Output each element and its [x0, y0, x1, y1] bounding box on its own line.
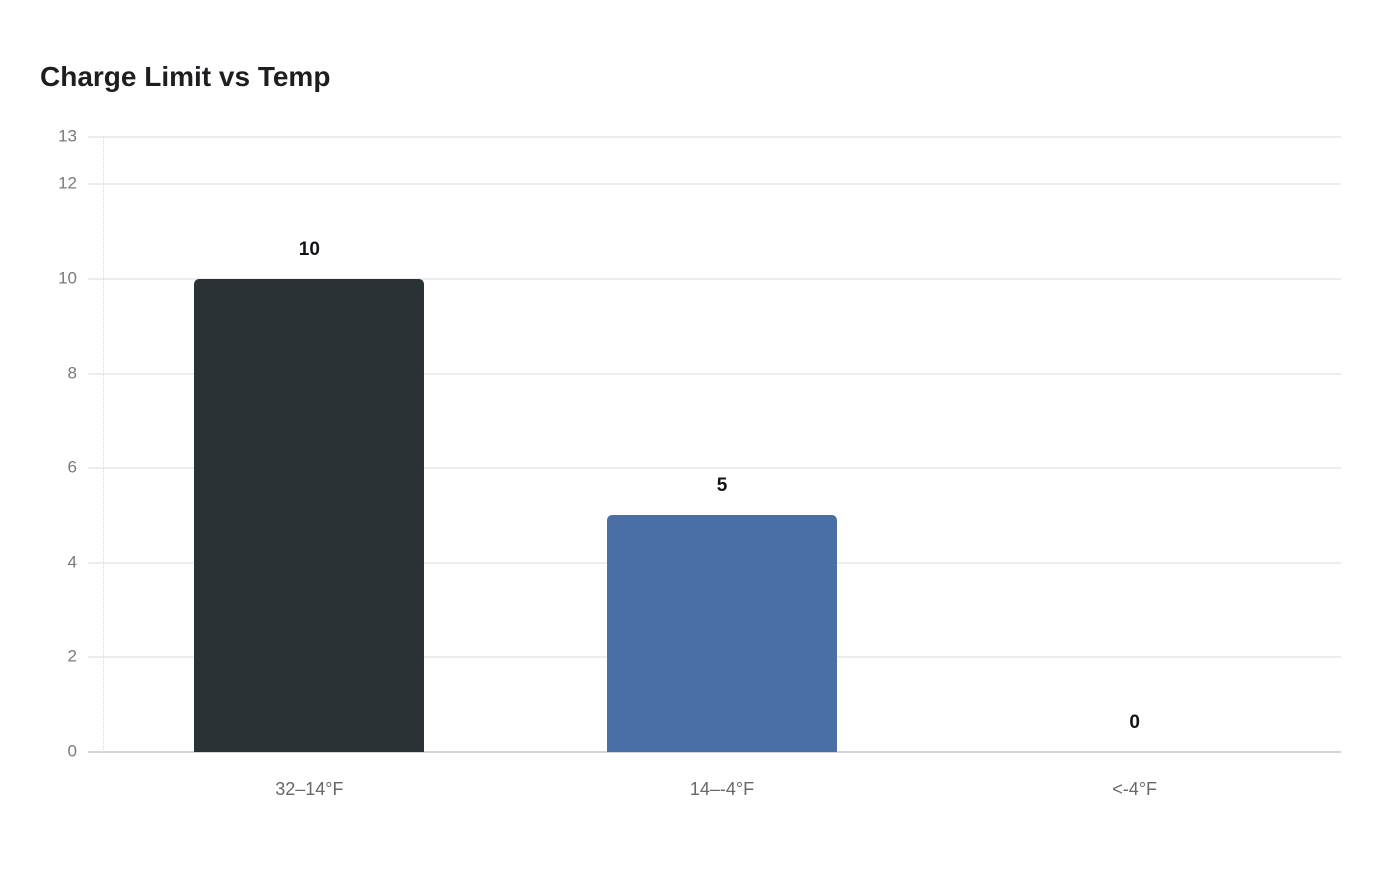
x-tick-label: <-4°F — [1112, 779, 1158, 799]
bar-value-label: 5 — [716, 475, 728, 497]
gridline — [88, 467, 1341, 470]
y-axis-line — [103, 137, 104, 752]
y-tick-label: 13 — [58, 126, 77, 146]
bar-value-label: 0 — [1129, 712, 1140, 733]
bar[interactable] — [607, 515, 837, 752]
x-tick-label: 14–-4°F — [689, 779, 755, 799]
y-tick-label: 10 — [58, 268, 77, 288]
gridline — [88, 751, 1341, 753]
x-tick-label: 32–14°F — [275, 779, 344, 799]
y-tick-label: 0 — [67, 741, 77, 761]
y-tick-label: 8 — [67, 363, 77, 383]
y-tick-label: 6 — [67, 457, 77, 477]
y-tick-label: 12 — [58, 173, 77, 193]
bar[interactable] — [194, 278, 425, 752]
bar-value-label: 10 — [298, 238, 320, 260]
gridline — [88, 372, 1341, 375]
gridline — [88, 136, 1341, 138]
chart-title: Charge Limit vs Temp — [40, 61, 331, 92]
gridline — [88, 183, 1341, 186]
y-tick-label: 2 — [67, 646, 77, 666]
y-tick-label: 4 — [67, 552, 77, 572]
gridline — [88, 277, 1341, 280]
plot-area: 0 2 4 6 8 10 12 13 10 32–14°F 5 14–-4°F 0 <-4°F — [58, 127, 1341, 799]
